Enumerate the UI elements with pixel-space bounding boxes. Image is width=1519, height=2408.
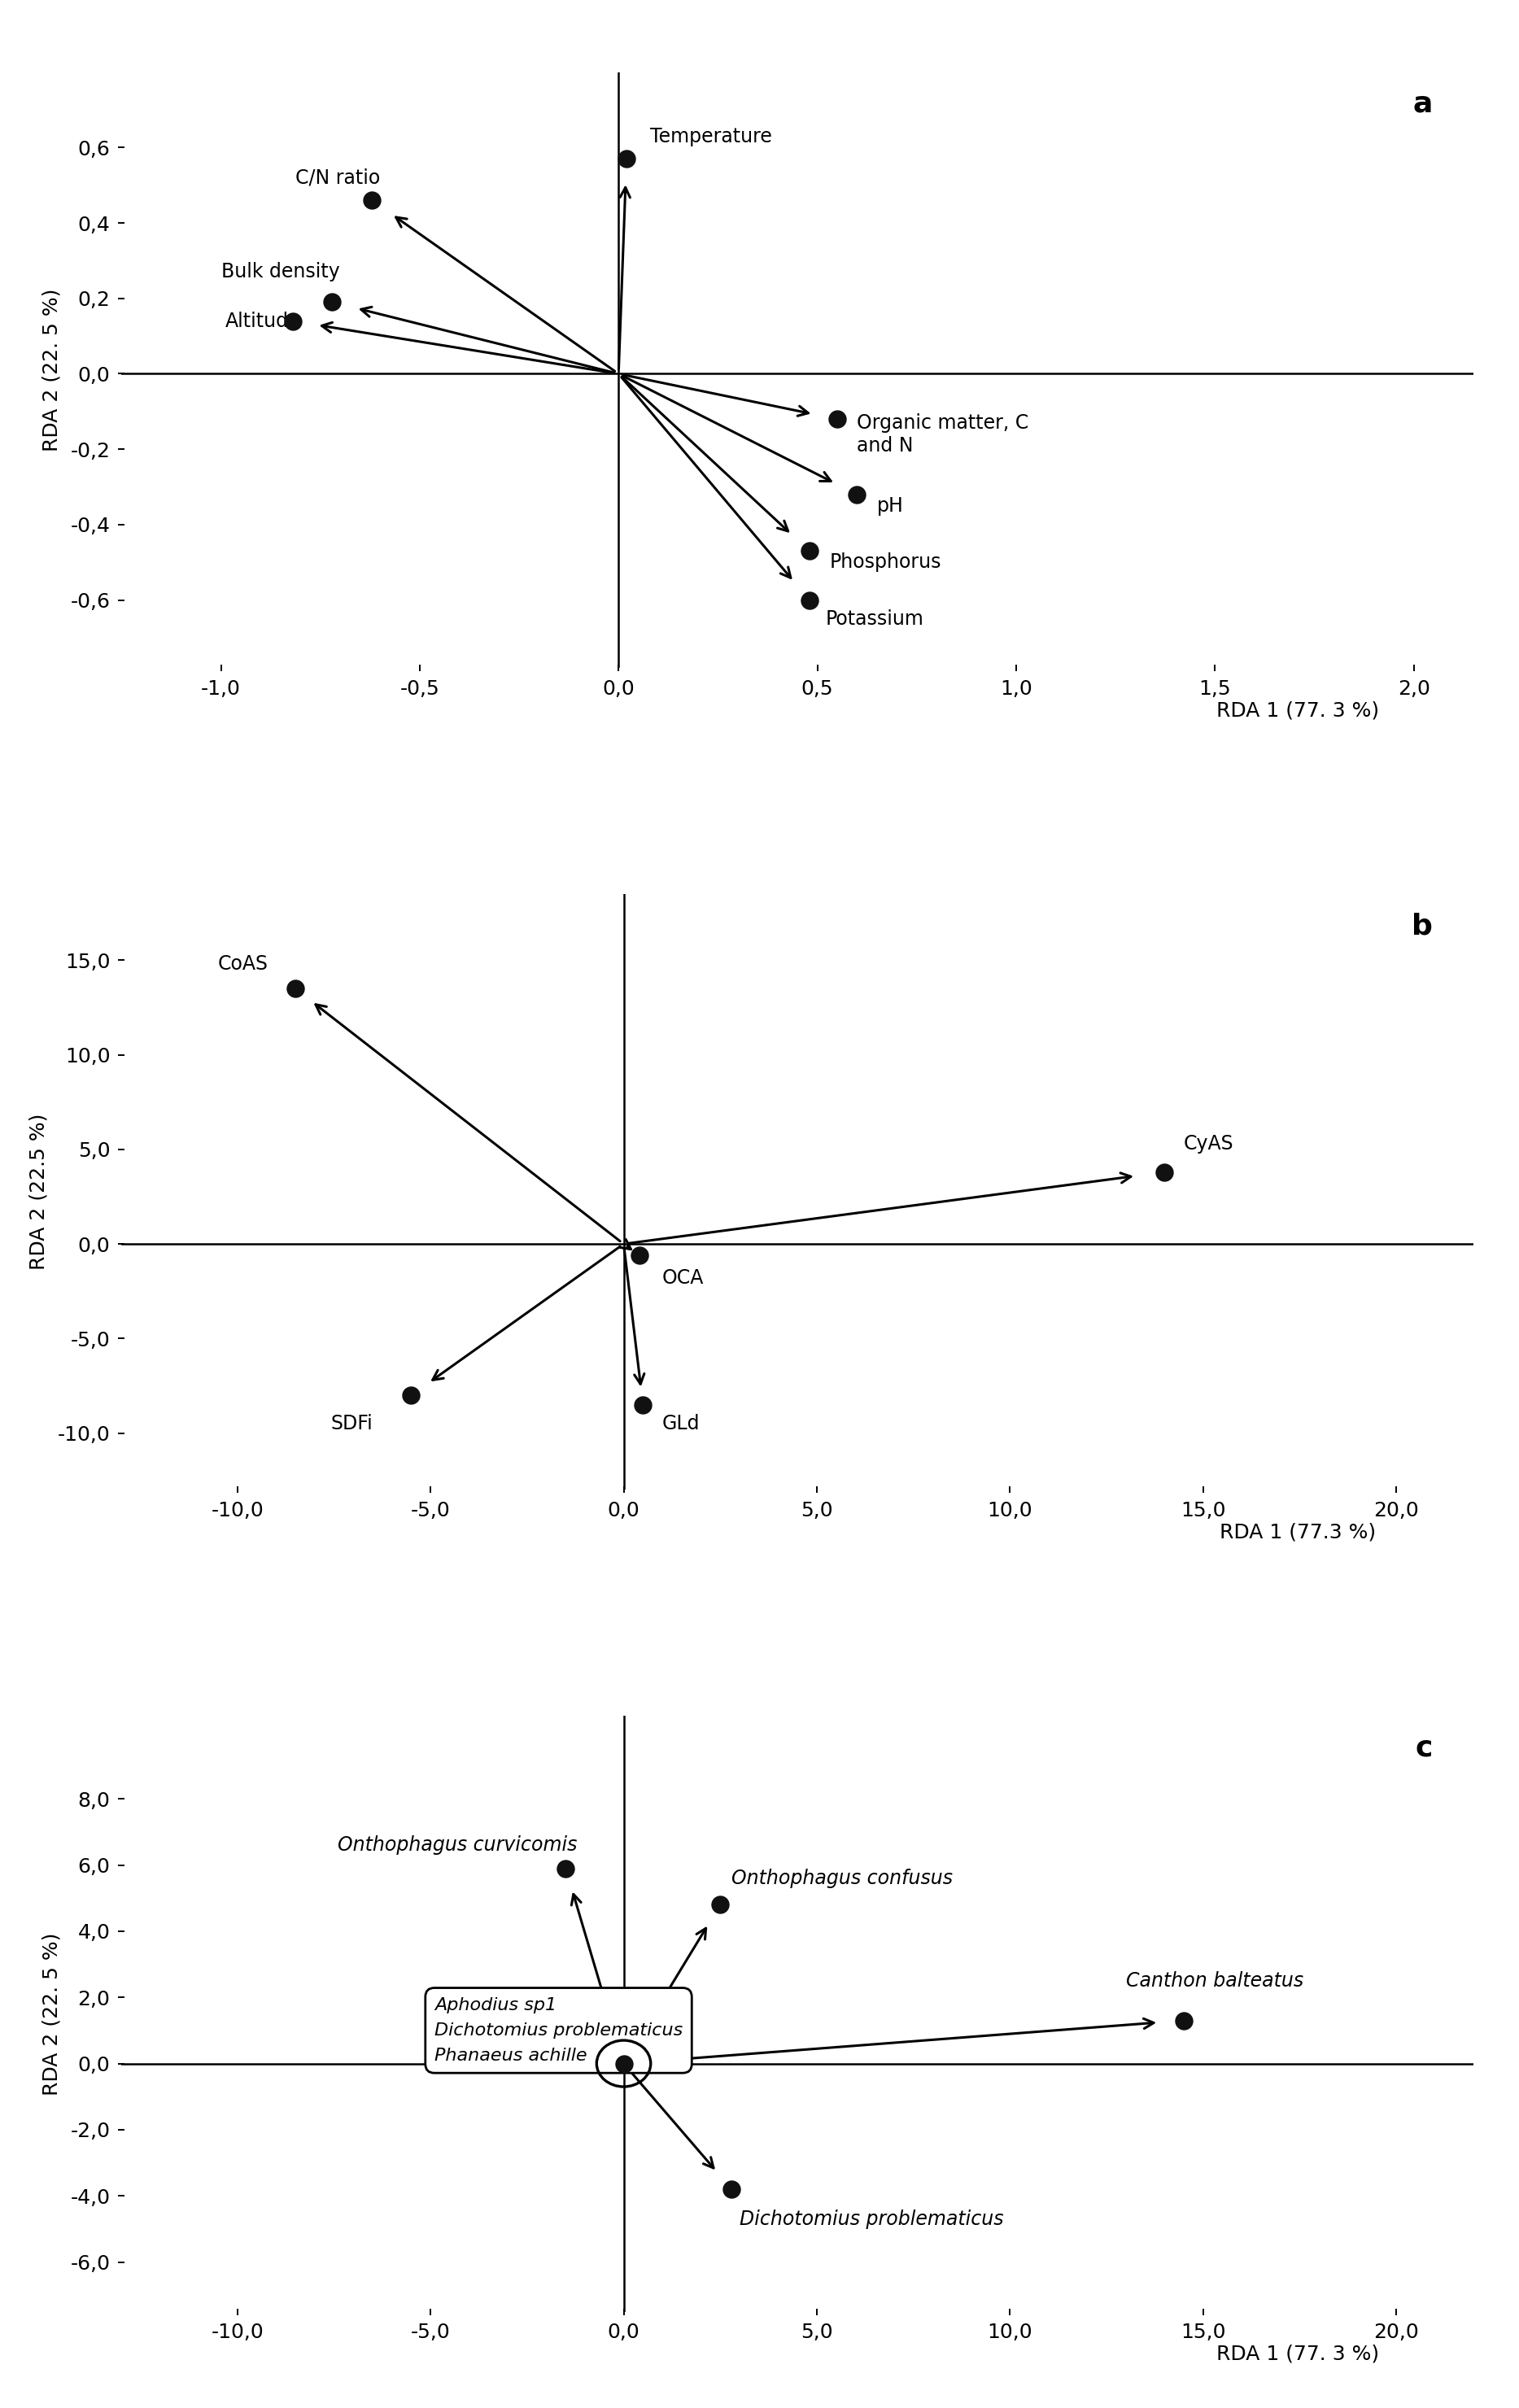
Text: CyAS: CyAS <box>1183 1134 1233 1153</box>
Point <box>281 301 305 340</box>
Point <box>708 1885 732 1924</box>
Text: Altitude: Altitude <box>225 311 301 330</box>
Text: Onthophagus curvicomis: Onthophagus curvicomis <box>337 1835 577 1854</box>
X-axis label: RDA 1 (77. 3 %): RDA 1 (77. 3 %) <box>1217 701 1379 720</box>
Text: Onthophagus confusus: Onthophagus confusus <box>732 1869 952 1888</box>
Point <box>321 282 345 320</box>
Text: SDFi: SDFi <box>331 1413 372 1433</box>
Text: Bulk density: Bulk density <box>222 262 340 282</box>
Point <box>845 474 869 513</box>
Text: Aphodius sp1
Dichotomius problematicus
Phanaeus achille: Aphodius sp1 Dichotomius problematicus P… <box>434 1996 682 2064</box>
Text: b: b <box>1411 913 1432 939</box>
Y-axis label: RDA 2 (22.5 %): RDA 2 (22.5 %) <box>29 1115 49 1269</box>
Text: OCA: OCA <box>662 1269 705 1288</box>
Text: C/N ratio: C/N ratio <box>295 169 380 188</box>
X-axis label: RDA 1 (77. 3 %): RDA 1 (77. 3 %) <box>1217 2345 1379 2365</box>
Point <box>553 1849 577 1888</box>
Text: Phosphorus: Phosphorus <box>829 551 942 573</box>
Point <box>627 1235 652 1274</box>
Point <box>612 2044 636 2083</box>
Text: Organic matter, C
and N: Organic matter, C and N <box>857 414 1028 455</box>
Point <box>797 580 822 619</box>
Point <box>1171 2001 1195 2040</box>
Point <box>797 532 822 571</box>
Text: Temperature: Temperature <box>650 128 772 147</box>
Point <box>360 181 384 219</box>
Text: GLd: GLd <box>662 1413 700 1433</box>
Text: Dichotomius problematicus: Dichotomius problematicus <box>740 2208 1004 2230</box>
Point <box>720 2170 744 2208</box>
Text: Potassium: Potassium <box>825 609 924 628</box>
Point <box>283 970 307 1009</box>
Text: pH: pH <box>876 496 904 515</box>
Text: CoAS: CoAS <box>217 954 269 973</box>
Point <box>630 1385 655 1423</box>
X-axis label: RDA 1 (77.3 %): RDA 1 (77.3 %) <box>1220 1522 1376 1541</box>
Point <box>614 140 638 178</box>
Point <box>825 400 849 438</box>
Y-axis label: RDA 2 (22. 5 %): RDA 2 (22. 5 %) <box>43 289 61 453</box>
Text: a: a <box>1413 89 1432 118</box>
Text: Canthon balteatus: Canthon balteatus <box>1126 1972 1303 1991</box>
Point <box>399 1375 424 1413</box>
Y-axis label: RDA 2 (22. 5 %): RDA 2 (22. 5 %) <box>43 1931 61 2095</box>
Point <box>1153 1153 1177 1192</box>
Text: c: c <box>1416 1734 1432 1763</box>
